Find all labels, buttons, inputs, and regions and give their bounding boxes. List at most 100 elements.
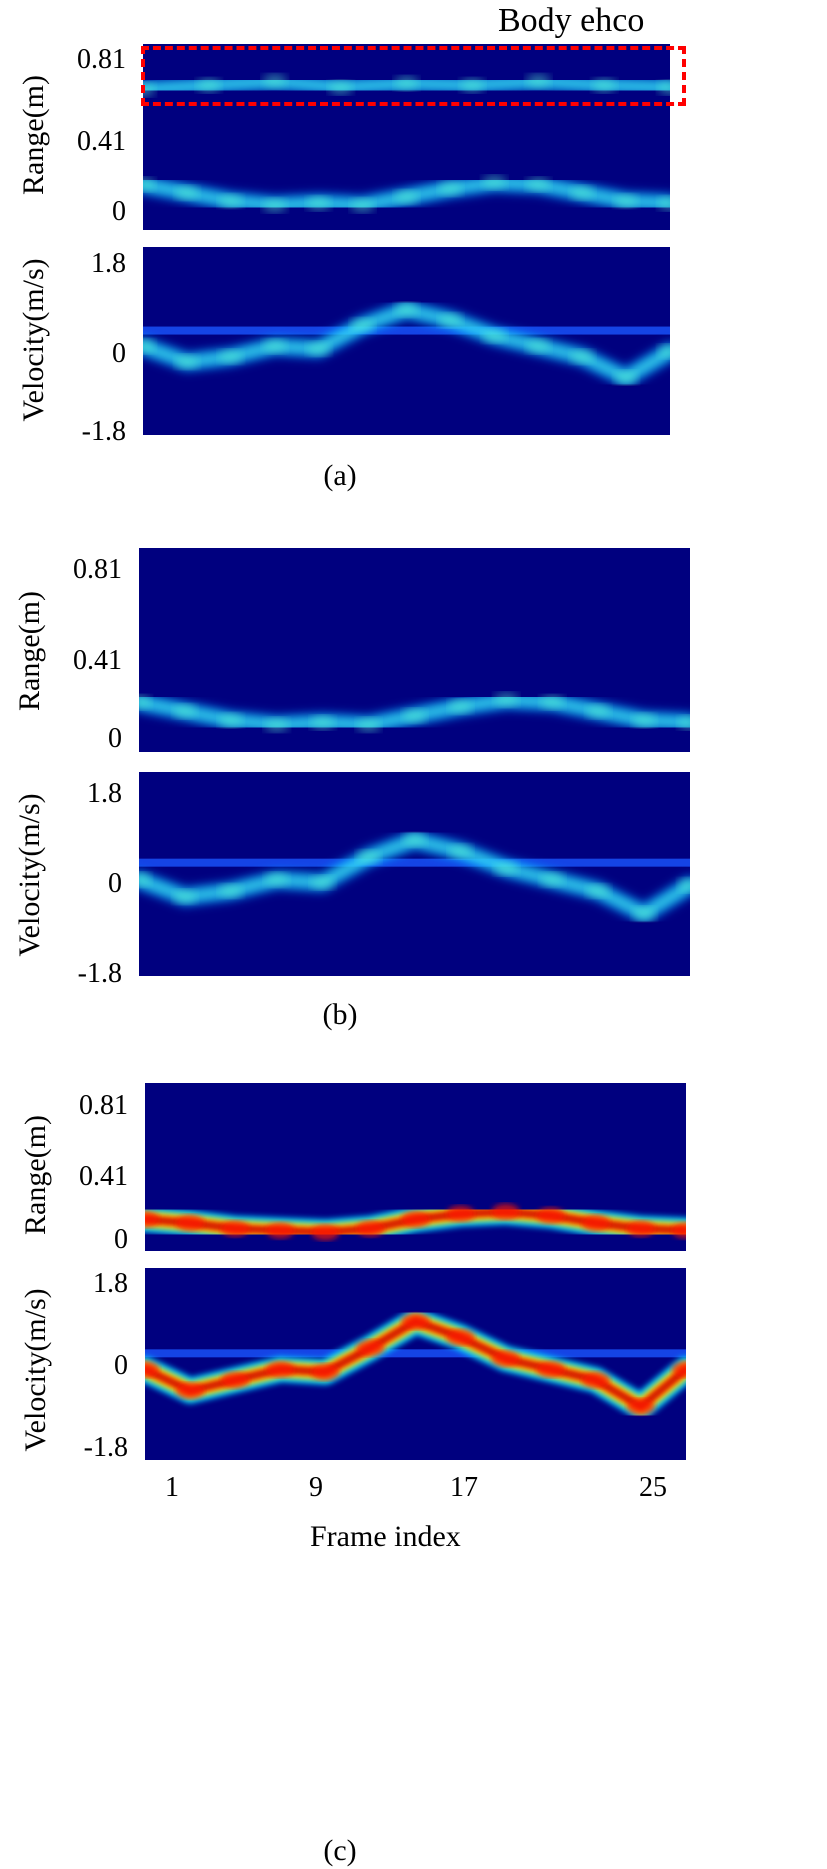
heatmap-point-0-1 [176, 1215, 205, 1231]
heatmap-point-0-11 [626, 1220, 655, 1237]
heatmap-point-0-4 [311, 1224, 340, 1241]
heatmap-point-0-4 [310, 875, 335, 890]
heatmap-point-0-11 [632, 906, 657, 921]
ylabel-c-velocity: Velocity(m/s) [19, 1288, 52, 1452]
x-axis-label: Frame index [310, 1520, 461, 1553]
heatmap-point-0-5 [350, 318, 375, 333]
heatmap-point-0-7 [448, 699, 473, 714]
heatmap-point-0-1 [176, 1382, 205, 1399]
heatmap-c-velocity [145, 1268, 686, 1460]
heatmap-point-0-11 [614, 194, 639, 209]
heatmap-point-0-6 [401, 1313, 430, 1330]
ytick-b-range-1: 0.41 [73, 645, 122, 676]
ytick-c-range-1: 0.41 [79, 1161, 128, 1192]
xtick-0: 1 [165, 1472, 179, 1503]
heatmap-point-0-2 [218, 349, 243, 364]
heatmap-point-0-1 [172, 704, 197, 719]
heatmap-background [145, 1268, 686, 1460]
heatmap-point-0-0 [139, 695, 151, 710]
heatmap-point-1-0 [143, 82, 155, 97]
heatmap-point-0-12 [672, 1222, 686, 1239]
heatmap-point-0-4 [310, 715, 335, 730]
heatmap-point-0-11 [614, 370, 639, 385]
heatmap-point-0-10 [586, 884, 611, 898]
heatmap-point-1-3 [328, 80, 353, 95]
heatmap-point-0-2 [218, 884, 243, 898]
heatmap-point-0-3 [266, 1222, 295, 1239]
heatmap-point-0-9 [540, 695, 565, 710]
heatmap-point-0-7 [438, 181, 463, 196]
heatmap-point-0-1 [172, 889, 197, 904]
heatmap-point-0-3 [264, 872, 289, 887]
ylabel-b-range: Range(m) [13, 591, 46, 711]
heatmap-a-velocity [143, 247, 670, 435]
ytick-b-vel-2: -1.8 [77, 958, 122, 989]
heatmap-point-0-8 [482, 175, 507, 190]
heatmap-point-0-9 [526, 177, 551, 192]
heatmap-point-0-2 [218, 194, 243, 209]
ytick-c-vel-2: -1.8 [83, 1432, 128, 1463]
heatmap-point-0-10 [581, 1372, 610, 1388]
heatmap-point-0-0 [145, 1211, 159, 1228]
zero-velocity-line [143, 326, 670, 335]
heatmap-point-0-9 [540, 872, 565, 887]
heatmap-point-0-6 [394, 302, 419, 317]
ytick-b-vel-0: 1.8 [87, 778, 122, 809]
ylabel-a-velocity: Velocity(m/s) [17, 258, 50, 422]
heatmap-point-1-2 [262, 74, 287, 89]
heatmap-point-1-8 [658, 80, 670, 95]
ytick-b-range-2: 0 [108, 723, 122, 754]
ytick-a-range-2: 0 [112, 196, 126, 227]
ytick-a-range-0: 0.81 [77, 44, 126, 75]
heatmap-point-0-7 [448, 844, 473, 859]
heatmap-point-0-10 [570, 349, 595, 364]
ytick-a-vel-2: -1.8 [81, 416, 126, 447]
heatmap-point-1-7 [592, 78, 617, 93]
heatmap-point-0-9 [526, 339, 551, 354]
heatmap-point-0-11 [632, 713, 657, 728]
heatmap-point-0-5 [350, 198, 375, 213]
heatmap-point-0-0 [145, 1361, 159, 1378]
ytick-b-vel-1: 0 [108, 868, 122, 899]
heatmap-point-0-10 [581, 1215, 610, 1231]
heatmap-point-1-6 [526, 74, 551, 89]
heatmap-point-0-8 [494, 692, 519, 707]
heatmap-point-0-6 [394, 189, 419, 204]
heatmap-point-0-9 [536, 1361, 565, 1378]
heatmap-point-0-11 [626, 1398, 655, 1415]
heatmap-point-0-5 [356, 850, 381, 864]
heatmap-b-range [139, 548, 690, 752]
heatmap-point-0-4 [306, 196, 331, 211]
caption-c: (c) [323, 1834, 357, 1867]
heatmap-a-range [143, 44, 670, 230]
heatmap-point-0-8 [494, 861, 519, 876]
xtick-1: 9 [309, 1472, 323, 1503]
annotation-label: Body ehco [498, 2, 645, 39]
body-echo-highlight-box [141, 46, 686, 106]
zero-velocity-line [145, 1349, 686, 1358]
heatmap-point-0-12 [678, 878, 690, 893]
heatmap-point-0-3 [262, 198, 287, 213]
heatmap-point-0-0 [139, 872, 151, 887]
ytick-c-range-2: 0 [114, 1224, 128, 1255]
heatmap-point-0-2 [218, 713, 243, 728]
heatmap-point-0-12 [658, 344, 670, 359]
ytick-c-range-0: 0.81 [79, 1090, 128, 1121]
ylabel-a-range: Range(m) [17, 75, 50, 195]
heatmap-point-0-5 [356, 717, 381, 732]
heatmap-point-0-10 [570, 185, 595, 200]
xtick-3: 25 [639, 1472, 667, 1503]
heatmap-point-0-0 [143, 177, 155, 192]
ytick-a-vel-0: 1.8 [91, 248, 126, 279]
heatmap-point-0-0 [143, 339, 155, 354]
heatmap-point-0-5 [356, 1220, 385, 1237]
heatmap-point-1-4 [394, 76, 419, 91]
heatmap-point-1-1 [196, 78, 221, 93]
heatmap-point-0-9 [536, 1207, 565, 1224]
heatmap-point-0-1 [174, 354, 199, 369]
caption-b: (b) [322, 998, 358, 1031]
heatmap-point-0-12 [658, 196, 670, 211]
heatmap-point-0-12 [672, 1361, 686, 1378]
ytick-a-range-1: 0.41 [77, 126, 126, 157]
heatmap-point-0-8 [491, 1350, 520, 1367]
